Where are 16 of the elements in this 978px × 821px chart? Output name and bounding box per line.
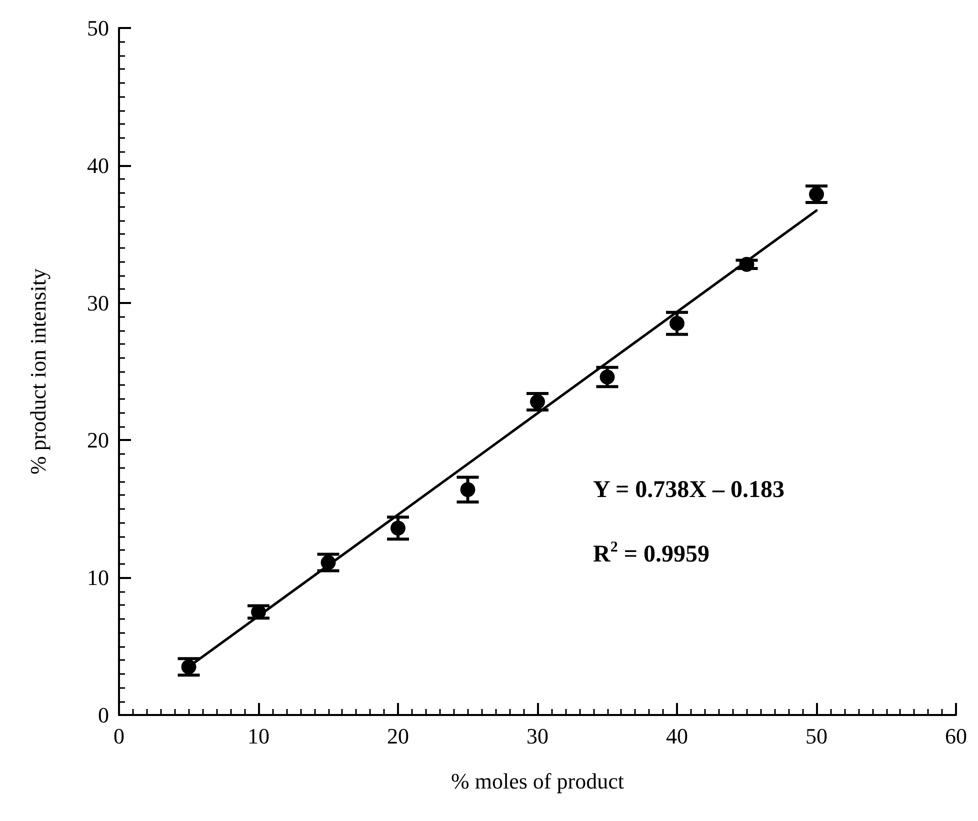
x-tick-label: 50 bbox=[806, 724, 828, 748]
annotation: Y = 0.738X – 0.183 bbox=[593, 477, 784, 503]
y-tick-label: 20 bbox=[87, 428, 109, 453]
x-tick-label: 30 bbox=[526, 724, 548, 748]
x-tick-label: 60 bbox=[945, 724, 967, 748]
y-tick-label: 30 bbox=[87, 290, 109, 316]
x-tick-label: 10 bbox=[248, 724, 270, 748]
x-tick-label: 0 bbox=[114, 724, 124, 748]
y-tick-label: 10 bbox=[87, 565, 109, 590]
y-tick-label: 40 bbox=[87, 152, 109, 178]
x-tick-label: 20 bbox=[387, 724, 409, 748]
y-axis-title: % product ion intensity bbox=[26, 268, 50, 474]
x-axis-title: % moles of product bbox=[451, 768, 624, 794]
y-tick-label: 50 bbox=[87, 16, 109, 40]
y-tick-label: 0 bbox=[98, 702, 109, 728]
x-tick-label: 40 bbox=[666, 724, 688, 748]
